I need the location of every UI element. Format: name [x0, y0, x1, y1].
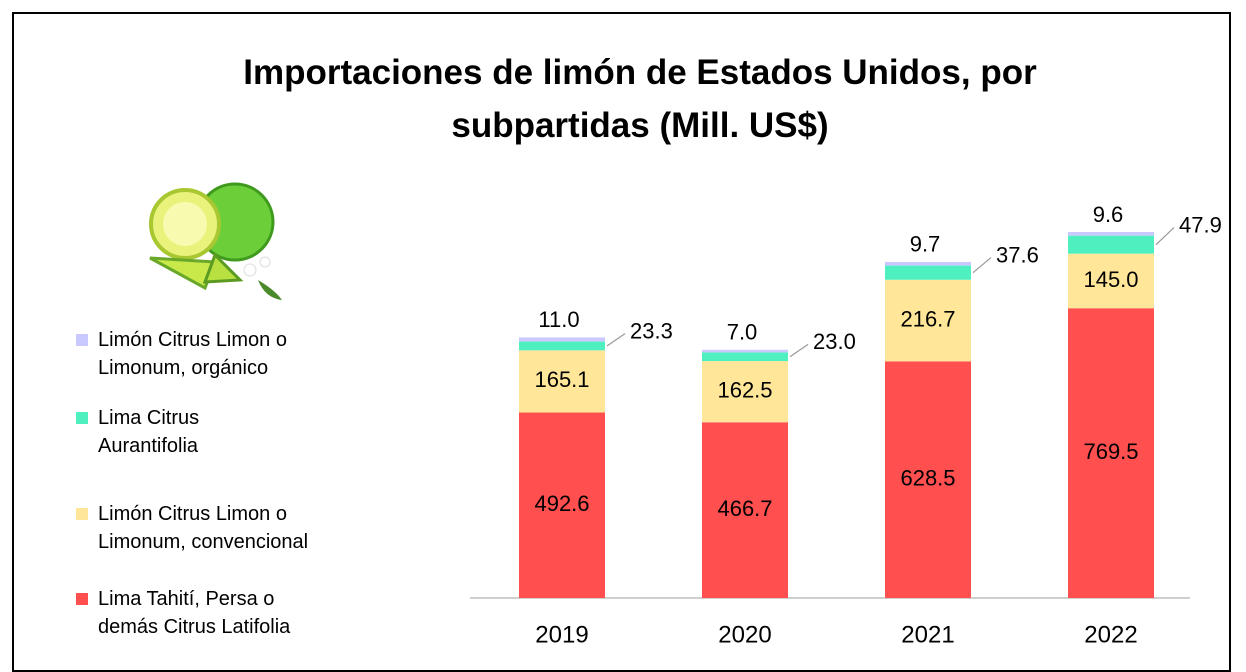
data-label: 47.9	[1179, 212, 1222, 237]
data-label: 23.3	[630, 318, 673, 343]
legend-swatch	[76, 334, 88, 346]
x-tick-label: 2019	[535, 621, 588, 648]
data-label: 216.7	[900, 306, 955, 331]
x-tick-label: 2022	[1084, 621, 1137, 648]
legend-label: Limón Citrus Limon o Limonum, convencion…	[98, 503, 308, 553]
bar-segment	[885, 266, 971, 280]
legend-swatch	[76, 412, 88, 424]
legend-item: Limón Citrus Limon o Limonum, orgánico	[76, 326, 358, 382]
lime-icon	[150, 184, 282, 300]
data-label: 165.1	[534, 367, 589, 392]
bar-segment	[702, 350, 788, 353]
data-label: 162.5	[717, 377, 772, 402]
bar-segment	[519, 342, 605, 351]
leader-line	[1156, 228, 1174, 245]
bar-segment	[1068, 236, 1154, 254]
legend-item: Limón Citrus Limon o Limonum, convencion…	[76, 500, 358, 556]
bar-segment	[519, 337, 605, 341]
legend-swatch	[76, 508, 88, 520]
legend-label: Limón Citrus Limon o Limonum, orgánico	[98, 329, 287, 379]
data-label: 7.0	[727, 320, 758, 345]
data-label: 492.6	[534, 491, 589, 516]
data-label: 769.5	[1083, 439, 1138, 464]
bar-segment	[702, 352, 788, 361]
data-label: 466.7	[717, 496, 772, 521]
data-label: 37.6	[996, 242, 1039, 267]
page: Importaciones de limón de Estados Unidos…	[0, 0, 1246, 660]
legend-label: Lima Tahití, Persa o demás Citrus Latifo…	[98, 588, 290, 638]
data-label: 11.0	[538, 307, 579, 332]
leader-line	[973, 258, 991, 273]
data-label: 9.6	[1093, 202, 1124, 227]
legend-item: Lima Citrus Aurantifolia	[76, 404, 298, 460]
data-label: 628.5	[900, 465, 955, 490]
x-tick-label: 2021	[901, 621, 954, 648]
x-tick-label: 2020	[718, 621, 771, 648]
leader-line	[607, 334, 625, 346]
legend-item: Lima Tahití, Persa o demás Citrus Latifo…	[76, 585, 338, 641]
data-label: 9.7	[910, 232, 941, 257]
bar-segment	[885, 262, 971, 266]
bar-segment	[1068, 232, 1154, 236]
data-label: 23.0	[813, 329, 856, 354]
legend-label: Lima Citrus Aurantifolia	[98, 407, 199, 457]
leader-line	[790, 344, 808, 356]
data-label: 145.0	[1083, 267, 1138, 292]
legend-swatch	[76, 593, 88, 605]
